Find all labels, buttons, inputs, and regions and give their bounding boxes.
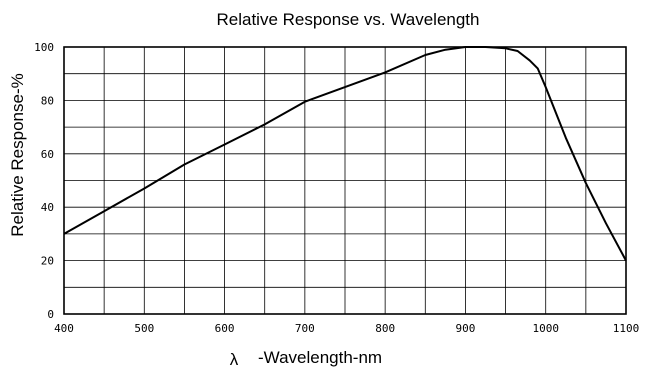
y-tick-label: 40 xyxy=(41,201,54,214)
x-tick-label: 600 xyxy=(215,322,235,335)
x-tick-label: 800 xyxy=(375,322,395,335)
plot-frame xyxy=(63,46,627,315)
x-tick-label: 1000 xyxy=(532,322,559,335)
x-tick-label: 900 xyxy=(455,322,475,335)
x-axis-lambda-symbol: λ xyxy=(230,350,239,369)
y-axis-title: Relative Response-% xyxy=(8,73,27,236)
x-axis-title: -Wavelength-nm xyxy=(258,348,382,367)
x-tick-label: 700 xyxy=(295,322,315,335)
y-tick-label: 80 xyxy=(41,94,54,107)
x-tick-labels: 400 500 600 700 800 900 1000 1100 xyxy=(54,322,639,335)
x-tick-label: 1100 xyxy=(613,322,640,335)
grid xyxy=(64,47,626,314)
chart-title: Relative Response vs. Wavelength xyxy=(216,10,479,29)
response-curve xyxy=(63,46,627,262)
y-tick-labels: 0 20 40 60 80 100 xyxy=(34,41,54,321)
x-tick-label: 500 xyxy=(134,322,154,335)
y-tick-label: 60 xyxy=(41,148,54,161)
y-tick-label: 0 xyxy=(47,308,54,321)
y-tick-label: 20 xyxy=(41,255,54,268)
x-tick-label: 400 xyxy=(54,322,74,335)
y-tick-label: 100 xyxy=(34,41,54,54)
